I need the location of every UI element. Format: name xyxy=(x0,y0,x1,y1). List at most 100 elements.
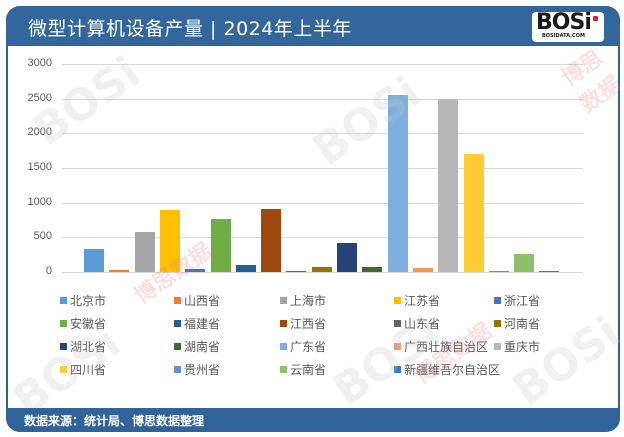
gridline xyxy=(62,203,583,204)
bosi-logo: BOSi BOSIDATA.COM xyxy=(532,10,604,42)
footer-bar: 数据来源：统计局、博思数据整理 xyxy=(6,408,620,432)
bar-16[interactable] xyxy=(489,270,509,272)
logo-text: BOSi xyxy=(536,10,592,35)
legend-item[interactable]: 江苏省 xyxy=(394,292,440,309)
legend-item[interactable]: 浙江省 xyxy=(494,292,540,309)
bar-17[interactable] xyxy=(514,253,534,272)
legend-label: 江苏省 xyxy=(404,294,441,308)
legend-item[interactable]: 湖北省 xyxy=(60,338,106,355)
bar-2[interactable] xyxy=(135,232,155,272)
legend-swatch-icon xyxy=(280,343,287,350)
legend-swatch-icon xyxy=(174,320,181,327)
bar-11[interactable] xyxy=(362,267,382,272)
legend-swatch-icon xyxy=(174,343,181,350)
legend-swatch-icon xyxy=(280,297,287,304)
bar-12[interactable] xyxy=(388,94,408,272)
chart-body: 0 500 1000 1500 2000 2500 3000 北京市 山西省 上海市 江苏省 浙江省… xyxy=(6,46,620,426)
legend-label: 福建省 xyxy=(184,317,221,331)
legend-label: 重庆市 xyxy=(504,340,541,354)
legend-item[interactable]: 重庆市 xyxy=(494,338,540,355)
legend-item[interactable]: 新疆维吾尔自治区 xyxy=(394,361,500,378)
chart-title: 微型计算机设备产量 | 2024年上半年 xyxy=(28,18,352,40)
legend-label: 湖北省 xyxy=(70,340,107,354)
bar-8[interactable] xyxy=(286,270,306,272)
y-tick-label: 2000 xyxy=(27,126,52,138)
gridline xyxy=(62,237,583,238)
bar-7[interactable] xyxy=(261,208,281,272)
plot-area: 0 500 1000 1500 2000 2500 3000 xyxy=(8,46,618,286)
legend-label: 上海市 xyxy=(290,294,327,308)
bar-10[interactable] xyxy=(337,242,357,272)
bar-18[interactable] xyxy=(539,270,559,272)
legend-label: 湖南省 xyxy=(184,340,221,354)
bar-0[interactable] xyxy=(84,248,104,272)
legend-swatch-icon xyxy=(494,343,501,350)
chart-legend: 北京市 山西省 上海市 江苏省 浙江省安徽省 福建省 江西省 山东省 河南省湖北省 湖南省 广东省 广… xyxy=(8,286,618,406)
legend-item[interactable]: 四川省 xyxy=(60,361,106,378)
legend-swatch-icon xyxy=(494,297,501,304)
bar-6[interactable] xyxy=(236,265,256,272)
legend-item[interactable]: 广东省 xyxy=(280,338,326,355)
y-tick-label: 2500 xyxy=(27,92,52,104)
legend-swatch-icon xyxy=(280,320,287,327)
bar-1[interactable] xyxy=(109,270,129,272)
y-tick-label: 0 xyxy=(45,265,52,277)
legend-item[interactable]: 山东省 xyxy=(394,315,440,332)
logo-subtext: BOSIDATA.COM xyxy=(542,33,585,39)
y-tick-label: 3000 xyxy=(27,57,52,69)
bar-4[interactable] xyxy=(185,268,205,272)
legend-label: 浙江省 xyxy=(504,294,541,308)
logo-dot-icon xyxy=(593,16,598,21)
legend-item[interactable]: 江西省 xyxy=(280,315,326,332)
gridline xyxy=(62,168,583,169)
legend-item[interactable]: 上海市 xyxy=(280,292,326,309)
legend-swatch-icon xyxy=(280,366,287,373)
legend-label: 北京市 xyxy=(70,294,107,308)
legend-label: 广西壮族自治区 xyxy=(404,340,489,354)
gridline xyxy=(62,272,583,273)
y-tick-label: 500 xyxy=(33,230,52,242)
legend-label: 江西省 xyxy=(290,317,327,331)
legend-label: 河南省 xyxy=(504,317,541,331)
legend-label: 四川省 xyxy=(70,363,107,377)
bar-9[interactable] xyxy=(312,267,332,272)
legend-swatch-icon xyxy=(394,343,401,350)
legend-item[interactable]: 安徽省 xyxy=(60,315,106,332)
chart-card: 微型计算机设备产量 | 2024年上半年 BOSi BOSIDATA.COM 0… xyxy=(6,6,620,432)
legend-label: 广东省 xyxy=(290,340,327,354)
legend-swatch-icon xyxy=(60,297,67,304)
legend-item[interactable]: 贵州省 xyxy=(174,361,220,378)
bar-13[interactable] xyxy=(413,268,433,272)
legend-item[interactable]: 广西壮族自治区 xyxy=(394,338,488,355)
legend-item[interactable]: 湖南省 xyxy=(174,338,220,355)
gridline xyxy=(62,99,583,100)
y-tick-label: 1000 xyxy=(27,196,52,208)
gridline xyxy=(62,64,583,65)
legend-label: 山西省 xyxy=(184,294,221,308)
legend-item[interactable]: 福建省 xyxy=(174,315,220,332)
legend-item[interactable]: 云南省 xyxy=(280,361,326,378)
legend-label: 安徽省 xyxy=(70,317,107,331)
bar-5[interactable] xyxy=(211,218,231,272)
legend-swatch-icon xyxy=(394,366,401,373)
bar-3[interactable] xyxy=(160,209,180,272)
legend-label: 云南省 xyxy=(290,363,327,377)
legend-item[interactable]: 河南省 xyxy=(494,315,540,332)
y-tick-label: 1500 xyxy=(27,161,52,173)
gridline xyxy=(62,133,583,134)
legend-swatch-icon xyxy=(60,343,67,350)
header-bar: 微型计算机设备产量 | 2024年上半年 BOSi BOSIDATA.COM xyxy=(6,6,620,46)
legend-swatch-icon xyxy=(394,297,401,304)
data-source: 数据来源：统计局、博思数据整理 xyxy=(24,414,205,428)
legend-swatch-icon xyxy=(174,366,181,373)
legend-swatch-icon xyxy=(394,320,401,327)
bar-14[interactable] xyxy=(438,98,458,272)
legend-item[interactable]: 山西省 xyxy=(174,292,220,309)
legend-swatch-icon xyxy=(60,320,67,327)
legend-item[interactable]: 北京市 xyxy=(60,292,106,309)
legend-label: 山东省 xyxy=(404,317,441,331)
legend-swatch-icon xyxy=(174,297,181,304)
legend-swatch-icon xyxy=(494,320,501,327)
bar-15[interactable] xyxy=(464,154,484,272)
legend-swatch-icon xyxy=(60,366,67,373)
